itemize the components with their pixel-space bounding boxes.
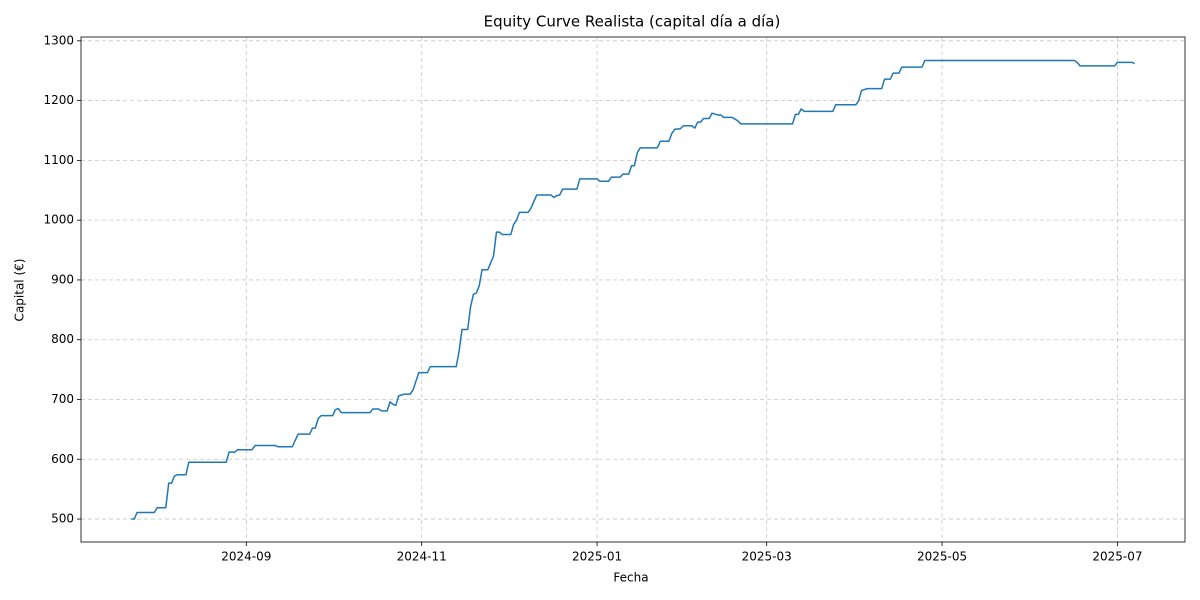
- x-axis-label: Fecha: [613, 571, 648, 585]
- y-tick-label: 900: [51, 272, 74, 286]
- x-tick-label: 2024-11: [397, 550, 447, 564]
- equity-line: [131, 59, 1135, 520]
- plot-frame: [80, 36, 1186, 543]
- x-tick-label: 2024-09: [221, 550, 271, 564]
- x-tick-label: 2025-07: [1092, 550, 1142, 564]
- y-tick-label: 1100: [43, 153, 74, 167]
- x-tick-label: 2025-03: [742, 550, 792, 564]
- x-tick-label: 2025-05: [917, 550, 967, 564]
- y-tick-label: 700: [51, 392, 74, 406]
- chart-title: Equity Curve Realista (capital día a día…: [484, 13, 781, 31]
- y-tick-label: 800: [51, 332, 74, 346]
- y-tick-label: 600: [51, 452, 74, 466]
- y-tick-label: 1000: [43, 213, 74, 227]
- y-axis-label: Capital (€): [13, 259, 27, 322]
- y-tick-label: 1200: [43, 93, 74, 107]
- x-tick-label: 2025-01: [572, 550, 622, 564]
- y-tick-label: 1300: [43, 33, 74, 47]
- y-tick-label: 500: [51, 512, 74, 526]
